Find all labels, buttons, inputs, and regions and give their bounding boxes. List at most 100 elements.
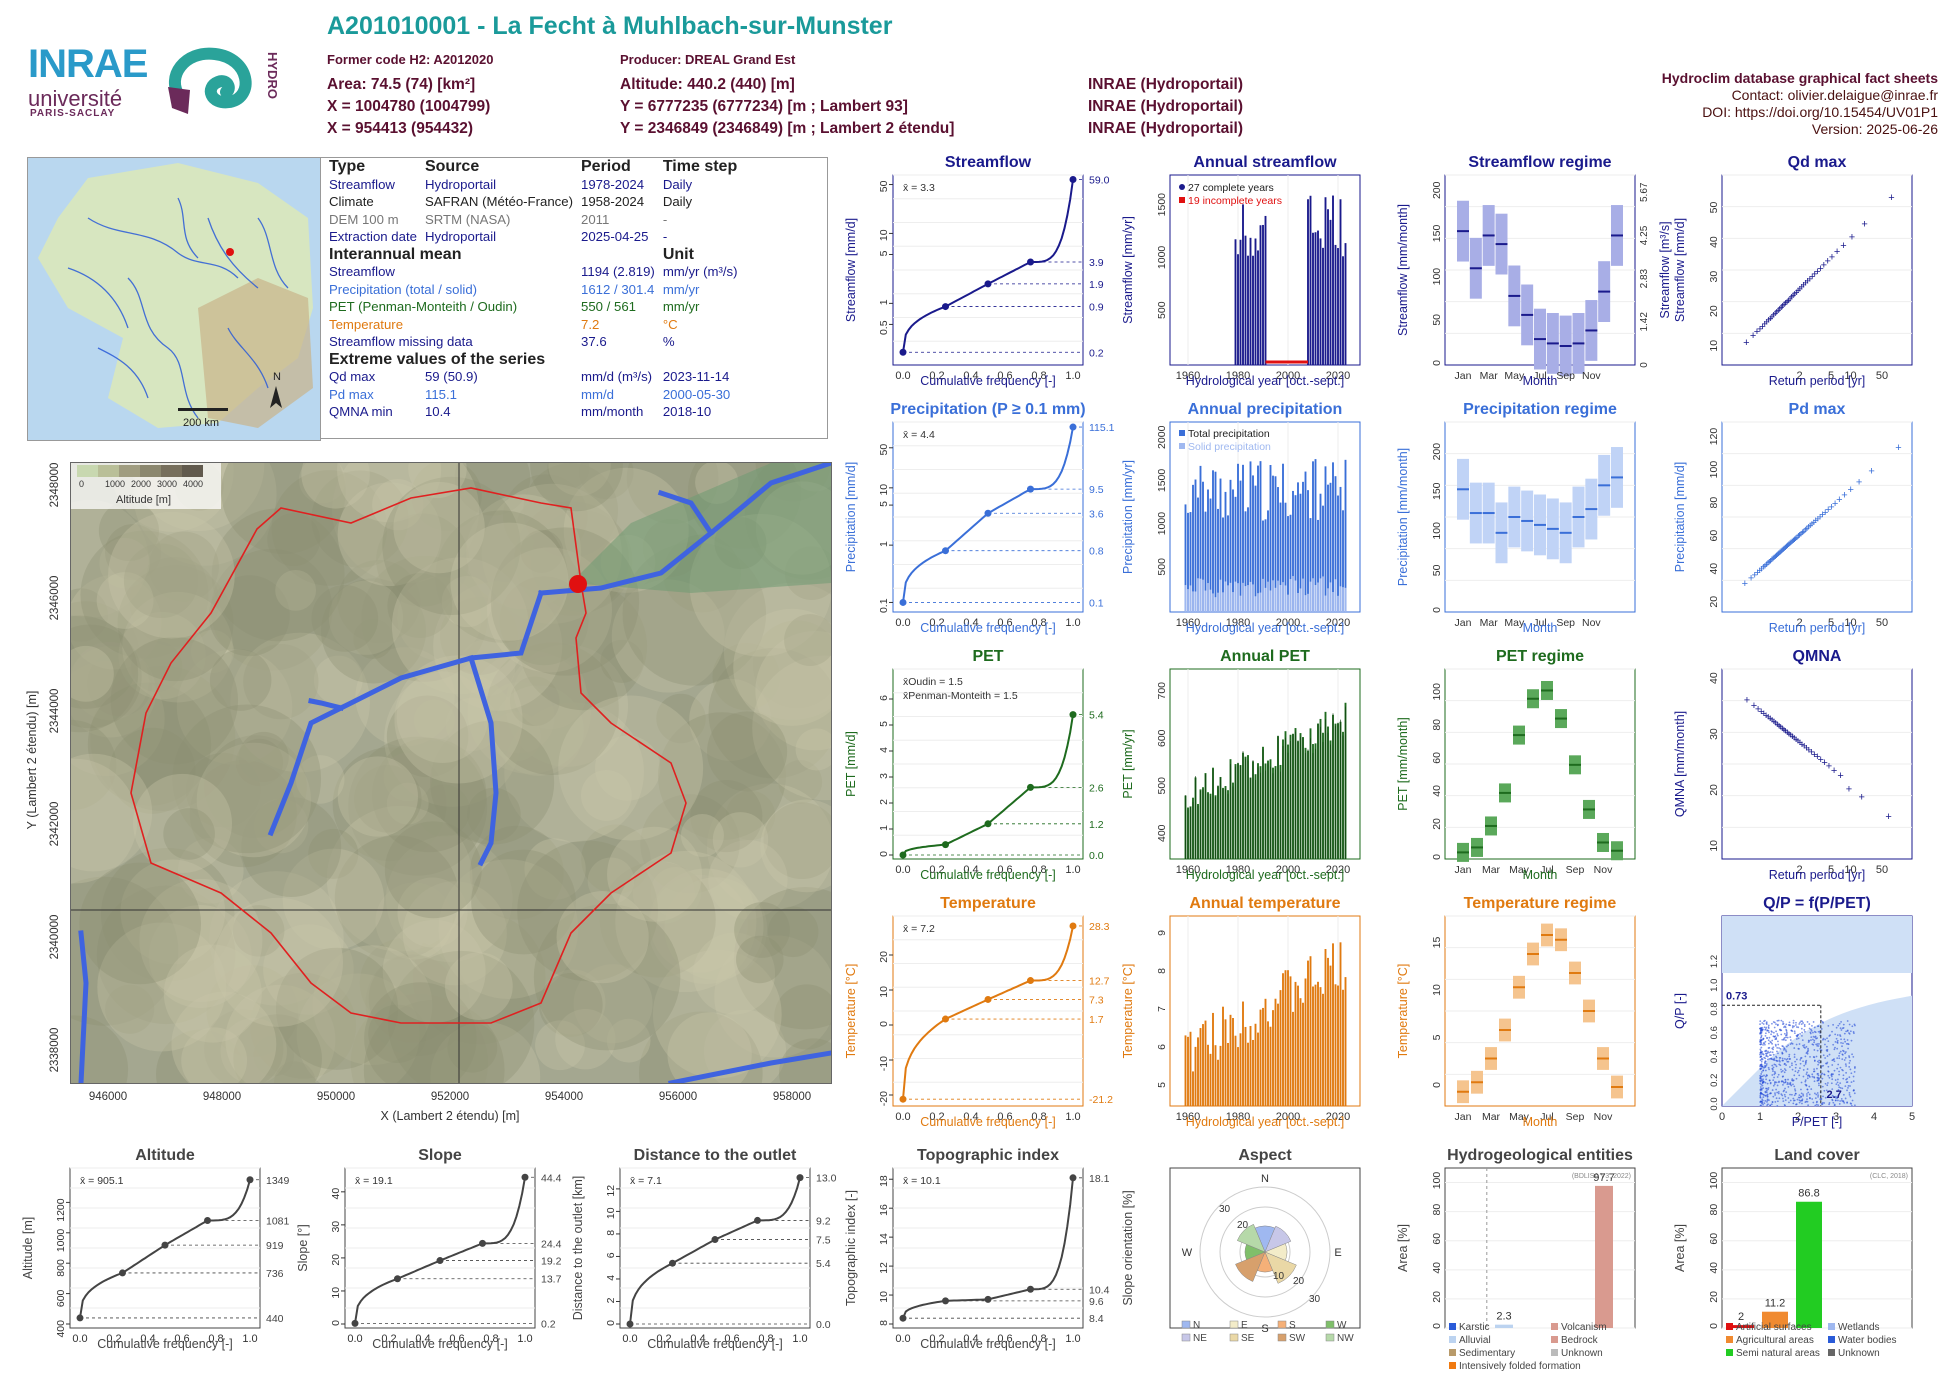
alt-xtick: 0.8	[208, 1333, 223, 1345]
pdmax-point: +	[1752, 569, 1758, 581]
terrain-patch	[396, 671, 489, 764]
qp-point	[1816, 1100, 1818, 1103]
annual_pet-ytick: 700	[1156, 682, 1168, 700]
map-xtick: 948000	[203, 1091, 241, 1103]
hydrogeo-legend-swatch	[1551, 1323, 1558, 1330]
terrain-patch	[274, 1061, 316, 1083]
hydro-logo: HYDRO	[168, 47, 280, 114]
terrain-patch	[558, 695, 704, 841]
dist-svg: Distance to the outlet13.09.27.55.40.002…	[571, 1147, 837, 1351]
qp-point	[1795, 1043, 1798, 1046]
qp-point	[1833, 1060, 1836, 1063]
annual_flow-legend-dot	[1179, 184, 1185, 190]
annual_precip-bar	[1197, 497, 1199, 612]
regime_flow-chart: Streamflow regime Jan Mar May Jul Sep Nov 0 50 10…	[1396, 153, 1672, 408]
terrain-patch	[795, 728, 831, 771]
qp-point	[1815, 1103, 1818, 1106]
terrain-patch	[712, 642, 780, 711]
qdmax-point: +	[1849, 231, 1855, 243]
qp-point	[1838, 1070, 1841, 1073]
hydrogeo-legend-swatch	[1449, 1336, 1456, 1343]
pdmax-point: +	[1825, 504, 1831, 516]
annual_temp-bar	[1249, 1026, 1252, 1106]
qp-point	[1806, 1088, 1809, 1091]
qp-point	[1803, 1064, 1806, 1067]
qp-point	[1784, 1079, 1787, 1081]
qp-point	[1760, 1031, 1763, 1033]
qp-point	[1826, 1045, 1828, 1048]
regime_temp-xtick: Sep	[1566, 1111, 1585, 1123]
pdmax-point: +	[1756, 565, 1762, 577]
north-arrow-icon	[270, 386, 282, 408]
interannual-row: Streamflow missing data 37.6%	[325, 333, 742, 351]
qp-point	[1813, 1039, 1816, 1042]
qp-point	[1839, 1082, 1842, 1084]
regime_pet-ytick: 0	[1431, 854, 1443, 860]
pdmax-point: +	[1807, 520, 1813, 532]
slope-ytick: 20	[330, 1254, 342, 1266]
terrain-patch	[313, 655, 363, 705]
regime_precip-ytick: 200	[1431, 443, 1443, 461]
qp-point	[1781, 1045, 1784, 1047]
info-row-cell: Hydroportail	[424, 176, 497, 192]
terrain-patch	[71, 615, 139, 733]
qp-point	[1846, 1030, 1849, 1032]
annual_precip-bar-solid	[1289, 579, 1292, 612]
qp-point	[1771, 1068, 1774, 1071]
qp-point	[1792, 1019, 1795, 1022]
annual_temp-bar	[1212, 1012, 1214, 1106]
aspect-legend: W	[1337, 1320, 1347, 1331]
annual_precip-bar-solid	[1232, 592, 1234, 612]
pdmax-point: +	[1787, 538, 1793, 550]
annual_pet-ylabel: PET [mm/yr]	[1121, 729, 1135, 798]
qp-point	[1798, 1047, 1800, 1050]
terrain-patch	[517, 840, 658, 982]
qp-point	[1793, 1047, 1796, 1049]
pet-point	[1069, 711, 1077, 719]
qp-point	[1851, 1099, 1854, 1102]
pdmax-point: +	[1802, 524, 1808, 536]
terrain-patch	[311, 585, 379, 652]
temp-right-tick: 7.3	[1089, 994, 1104, 1006]
qp-point	[1816, 1060, 1819, 1063]
qp-point	[1759, 1048, 1762, 1051]
qp-point	[1804, 1055, 1807, 1058]
contact[interactable]: Contact: olivier.delaigue@inrae.fr	[1731, 87, 1938, 103]
regime_pet-xtick: Nov	[1594, 864, 1613, 876]
pdmax-point: +	[1760, 562, 1766, 574]
qp-point	[1849, 1085, 1851, 1087]
qp-point	[1781, 1038, 1784, 1041]
annual_flow-bar	[1249, 237, 1252, 365]
qmna-point: +	[1769, 715, 1775, 727]
qp-point	[1810, 1088, 1813, 1090]
temp-title: Temperature	[940, 895, 1036, 912]
pdmax-ytick: 60	[1708, 530, 1720, 542]
annual_precip-bar-solid	[1277, 580, 1279, 612]
streamflow-point	[1027, 258, 1034, 266]
annual_pet-xtick: 2000	[1276, 864, 1300, 876]
qp-point	[1818, 1059, 1821, 1062]
qp-point	[1823, 1102, 1826, 1104]
doi[interactable]: DOI: https://doi.org/10.15454/UV01P1	[1702, 104, 1938, 120]
qp-point	[1817, 1094, 1820, 1097]
landcover-legend: Unknown	[1838, 1348, 1880, 1359]
annual_precip-bar	[1244, 511, 1247, 612]
pdmax-point: +	[1822, 507, 1828, 519]
hydrogeo-legend: Alluvial	[1459, 1335, 1491, 1346]
info-header-cell: Source	[424, 158, 480, 175]
annual_precip-bar-solid	[1319, 578, 1322, 612]
terrain-patch	[530, 463, 623, 512]
y-lambert2: Y = 2346849 (2346849) [m ; Lambert 2 éte…	[620, 120, 955, 137]
annual_pet-bar-oudin	[1250, 777, 1251, 859]
extreme-row-cell: Pd max	[329, 386, 374, 402]
info-row-cell: 1978-2024	[581, 176, 645, 192]
pet-ytick: 0	[878, 851, 890, 857]
aspect-legend-swatch	[1277, 1320, 1287, 1329]
qdmax-point: +	[1792, 289, 1798, 301]
annual_precip-xlabel: Hydrological year [oct.-sept.]	[1186, 621, 1344, 635]
regime_precip-ytick: 50	[1431, 564, 1443, 576]
interannual-header-cell: Unit	[662, 245, 694, 263]
